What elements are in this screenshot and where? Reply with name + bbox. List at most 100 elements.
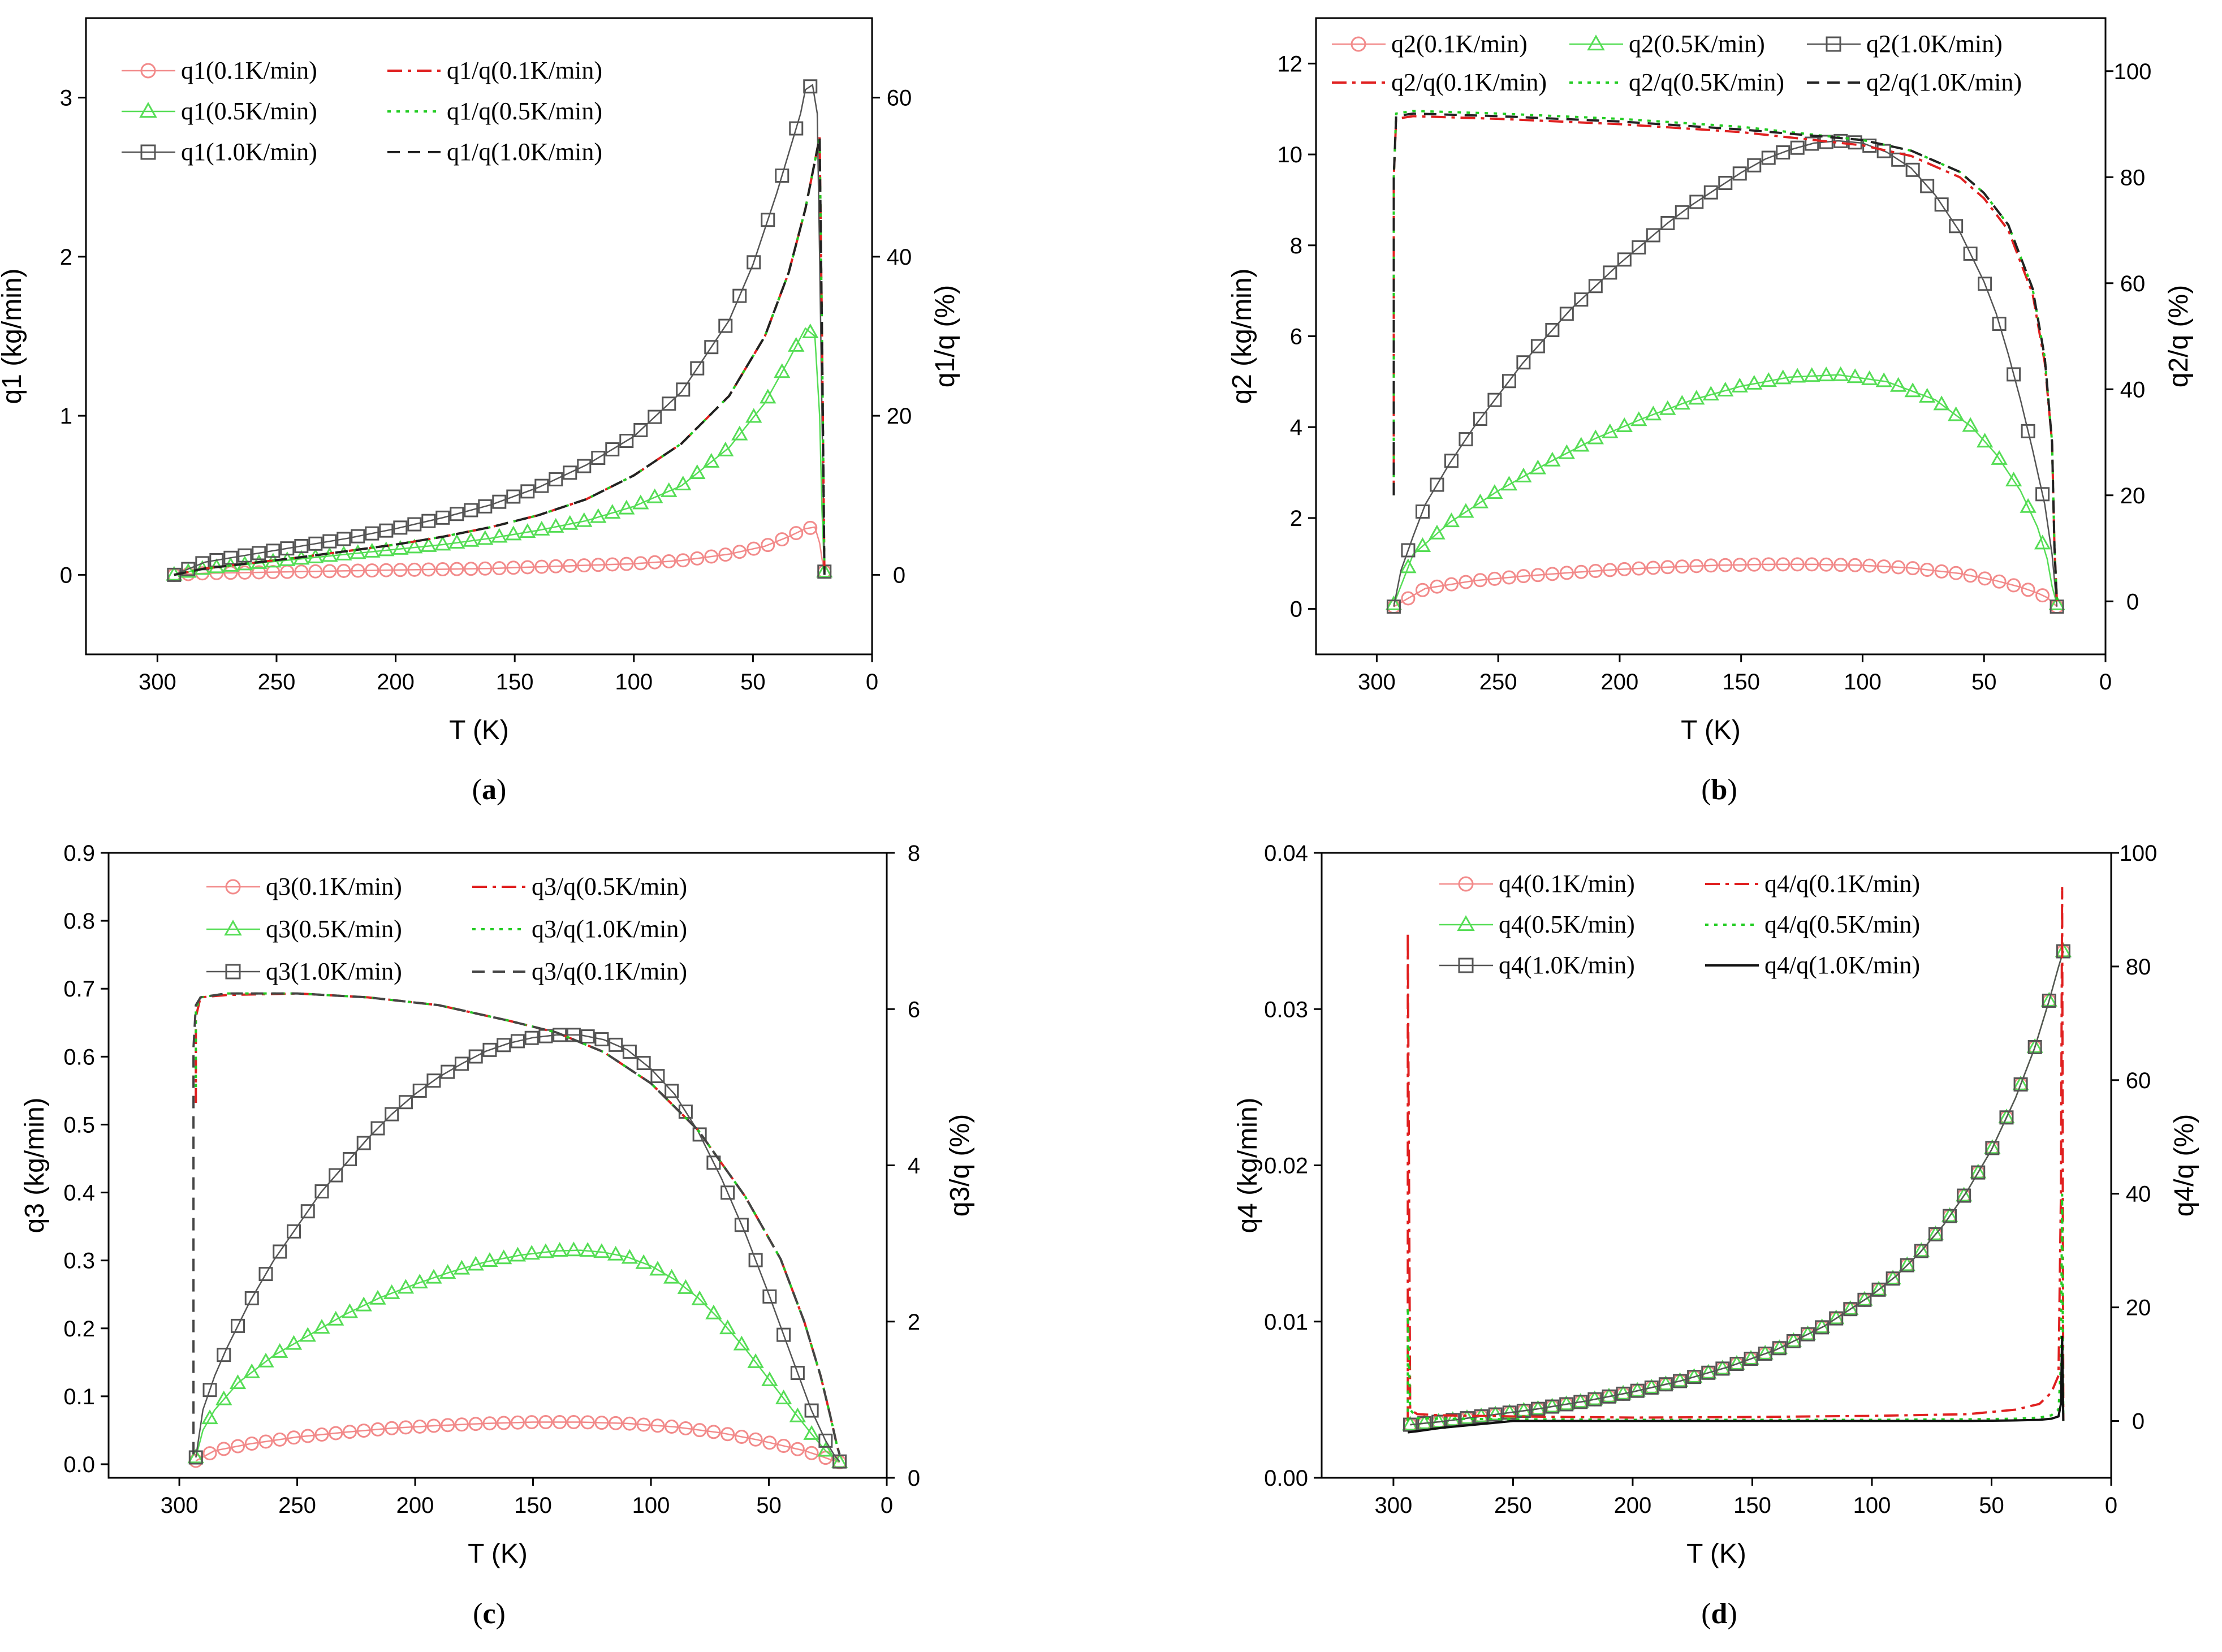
legend-item: q4(0.1K/min): [1439, 870, 1635, 898]
x-tick-label: 200: [396, 1493, 434, 1518]
data-point-q3_01: [706, 1425, 721, 1439]
data-point-q3_01: [510, 1415, 525, 1430]
data-point-q4_05: [1913, 1242, 1930, 1257]
data-point-q1_10: [464, 503, 478, 517]
data-point-q2_01: [1545, 567, 1560, 581]
data-point-q1_10: [789, 121, 804, 136]
legend-item: q4(0.5K/min): [1439, 911, 1635, 938]
data-point-q4_10: [1914, 1244, 1928, 1258]
x-tick-label: 0: [2099, 670, 2112, 695]
data-point-q1_10: [223, 550, 238, 565]
data-point-q3_05: [523, 1245, 540, 1260]
data-point-q4_10: [1729, 1357, 1744, 1371]
y2-tick-label: 100: [2114, 59, 2152, 84]
x-tick-label: 0: [881, 1493, 893, 1518]
data-point-q2_01: [1660, 560, 1675, 575]
series-q3_10: [188, 1028, 847, 1469]
series-line-q3q_01: [192, 992, 841, 1455]
data-point-q2_01: [1444, 577, 1459, 592]
x-axis-label: T (K): [449, 715, 509, 745]
data-point-q2_10: [1444, 454, 1459, 468]
plot-frame: [107, 852, 888, 1479]
data-point-q2_05: [1688, 390, 1705, 405]
data-point-q2_10: [1934, 197, 1949, 212]
data-point-q1_10: [619, 434, 634, 448]
data-point-q4_05: [1828, 1309, 1845, 1325]
legend: q4(0.1K/min) q4/q(0.1K/min) q4(0.5K/min) q4…: [1439, 870, 1920, 979]
series-q4_10: [1403, 944, 2070, 1432]
legend-item: q3/q(1.0K/min): [472, 915, 687, 943]
data-point-q1_01: [450, 562, 464, 576]
data-point-q3_10: [356, 1136, 371, 1150]
data-point-q2_01: [1732, 558, 1747, 572]
x-tick-label: 100: [1844, 670, 1882, 695]
data-point-q1_01: [704, 549, 719, 564]
data-point-q2_05: [1962, 417, 1979, 432]
data-point-q2_01: [1415, 583, 1430, 597]
data-point-q1_10: [181, 562, 196, 576]
legend-marker: [1458, 876, 1474, 892]
legend-marker: [140, 63, 156, 79]
data-point-q2_05: [1775, 369, 1792, 385]
data-point-q3_05: [257, 1352, 274, 1368]
data-point-q1_01: [478, 561, 493, 576]
data-point-q3_01: [622, 1416, 637, 1431]
data-point-q3_10: [832, 1454, 847, 1469]
y2-tick-label: 0: [2126, 589, 2139, 614]
plot-area: [1385, 110, 2065, 614]
data-point-q2_05: [2048, 595, 2065, 610]
series-line-q1q_05: [174, 137, 826, 576]
data-point-q3_10: [776, 1327, 791, 1342]
data-point-q2_10: [1675, 205, 1689, 219]
data-point-q2_01: [1617, 562, 1632, 576]
data-point-q2_05: [1731, 377, 1748, 392]
legend-marker: [225, 964, 241, 980]
data-point-q2_10: [1790, 140, 1805, 155]
data-point-q3_01: [300, 1429, 315, 1443]
data-point-q1_01: [308, 564, 323, 579]
x-tick-label: 50: [740, 670, 766, 695]
data-point-q3_01: [678, 1421, 693, 1435]
data-point-q2_05: [1861, 370, 1878, 385]
data-point-q2_01: [1862, 558, 1877, 573]
legend-item: q1/q(0.1K/min): [387, 57, 602, 84]
data-point-q3_05: [663, 1269, 680, 1284]
data-point-q3_01: [748, 1432, 763, 1447]
data-point-q1_05: [632, 494, 649, 510]
series-line-q2q_10: [1392, 112, 2059, 602]
data-point-q1_01: [421, 562, 436, 577]
data-point-q2_10: [2021, 424, 2035, 438]
legend-marker: [1458, 957, 1474, 973]
y-tick-label: 0.7: [63, 977, 95, 1002]
data-point-q1_01: [789, 526, 804, 541]
series-q4q_10: [1408, 1335, 2065, 1434]
data-point-q3_10: [412, 1084, 427, 1098]
data-point-q4_10: [1530, 1401, 1545, 1416]
data-point-q2_01: [2007, 578, 2021, 593]
data-point-q2_05: [1529, 459, 1547, 475]
data-point-q4_05: [2026, 1038, 2043, 1053]
data-point-q2_05: [1385, 595, 1403, 610]
y2-tick-label: 0: [908, 1466, 920, 1491]
y-tick-label: 0.00: [1264, 1466, 1308, 1491]
x-axis-label: T (K): [468, 1539, 528, 1569]
data-point-q2_05: [1832, 366, 1849, 381]
legend-label: q1(0.5K/min): [181, 97, 317, 125]
y2-tick-label: 60: [887, 86, 912, 111]
data-point-q1_05: [434, 536, 451, 551]
data-point-q3_10: [734, 1218, 749, 1232]
data-point-q2_01: [1459, 575, 1473, 589]
legend-label: q3(1.0K/min): [266, 957, 402, 985]
y-tick-label: 10: [1278, 143, 1303, 167]
series-q1q_10: [174, 137, 826, 576]
data-point-q3_05: [453, 1260, 471, 1275]
data-point-q3_10: [300, 1204, 315, 1219]
legend-marker: [1457, 915, 1475, 931]
data-point-q3_05: [229, 1374, 247, 1390]
legend-label: q3/q(0.1K/min): [532, 957, 687, 985]
data-point-q3_05: [803, 1425, 820, 1440]
x-tick-label: 250: [1479, 670, 1517, 695]
data-point-q4_10: [1587, 1392, 1602, 1407]
data-point-q1_01: [690, 551, 705, 566]
legend-label: q3/q(1.0K/min): [532, 915, 687, 943]
